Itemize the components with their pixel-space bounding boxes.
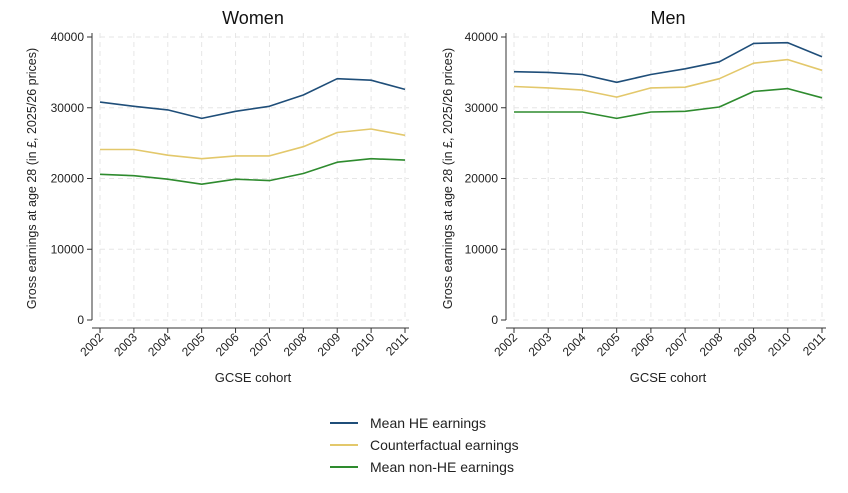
- women-x-tick-label-6: 2008: [281, 330, 310, 359]
- men-y-tick-label-3: 30000: [465, 101, 499, 115]
- women-y-label: Gross earnings at age 28 (in £, 2025/26 …: [25, 48, 39, 309]
- men-series-line-1: [513, 58, 823, 98]
- legend-swatch-counterfactual: [330, 444, 358, 446]
- men-x-tick-label-6: 2008: [697, 330, 726, 359]
- men-y-tick-label-1: 10000: [465, 242, 499, 256]
- men-y-tick-label-2: 20000: [465, 172, 499, 186]
- legend: Mean HE earnings Counterfactual earnings…: [330, 412, 590, 478]
- legend-label-non-he: Mean non-HE earnings: [370, 459, 514, 475]
- men-x-tick-label-0: 2002: [491, 330, 520, 359]
- women-x-label: GCSE cohort: [215, 370, 292, 385]
- women-x-tick-label-8: 2010: [348, 330, 377, 359]
- women-x-tick-label-3: 2005: [179, 330, 208, 359]
- women-x-tick-label-2: 2004: [145, 330, 174, 359]
- women-x-tick-label-4: 2006: [213, 330, 242, 359]
- women-series-line-0: [99, 77, 406, 120]
- men-x-label: GCSE cohort: [630, 370, 707, 385]
- women-x-tick-label-7: 2009: [315, 330, 344, 359]
- legend-label-counterfactual: Counterfactual earnings: [370, 437, 519, 453]
- men-y-tick-label-4: 40000: [465, 30, 499, 44]
- men-series-line-0: [513, 41, 823, 84]
- men-y-label: Gross earnings at age 28 (in £, 2025/26 …: [441, 48, 455, 309]
- women-y-tick-label-4: 40000: [51, 30, 85, 44]
- men-title: Men: [650, 8, 685, 28]
- men-y-tick-label-0: 0: [491, 313, 498, 327]
- women-y-tick-label-1: 10000: [51, 242, 85, 256]
- men-x-tick-label-4: 2006: [628, 330, 657, 359]
- legend-item-counterfactual: Counterfactual earnings: [330, 434, 590, 456]
- women-title: Women: [222, 8, 284, 28]
- women-y-tick-label-3: 30000: [51, 101, 85, 115]
- legend-item-he: Mean HE earnings: [330, 412, 590, 434]
- women-x-tick-label-9: 2011: [383, 330, 411, 358]
- women-series-line-1: [100, 128, 406, 160]
- women-x-tick-label-1: 2003: [111, 330, 140, 359]
- women-y-tick-label-0: 0: [77, 313, 84, 327]
- women-x-tick-label-0: 2002: [77, 330, 106, 359]
- men-x-tick-label-7: 2009: [731, 330, 760, 359]
- women-series-line-2: [99, 157, 406, 185]
- men-series-line-2: [514, 87, 823, 120]
- women-x-tick-label-5: 2007: [247, 330, 276, 359]
- men-x-tick-label-1: 2003: [526, 330, 555, 359]
- legend-label-he: Mean HE earnings: [370, 415, 486, 431]
- men-x-tick-label-9: 2011: [800, 330, 828, 358]
- men-x-tick-label-3: 2005: [594, 330, 623, 359]
- legend-swatch-he: [330, 422, 358, 424]
- women-y-tick-label-2: 20000: [51, 172, 85, 186]
- legend-swatch-non-he: [330, 466, 358, 468]
- men-x-tick-label-2: 2004: [560, 330, 589, 359]
- legend-item-non-he: Mean non-HE earnings: [330, 456, 590, 478]
- men-x-tick-label-5: 2007: [662, 330, 691, 359]
- men-x-tick-label-8: 2010: [765, 330, 794, 359]
